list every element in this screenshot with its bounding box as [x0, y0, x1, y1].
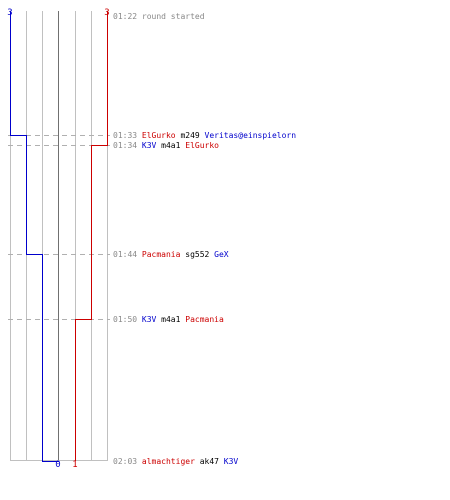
event-row: 01:22 round started [113, 12, 205, 21]
event-text: ElGurko [142, 131, 176, 140]
grid-lines [10, 11, 108, 461]
event-time: 01:22 [113, 12, 142, 21]
event-text: ak47 [195, 457, 224, 466]
event-time: 01:44 [113, 250, 142, 259]
event-log: 01:22 round started 01:33 ElGurko m249 Ve… [113, 12, 296, 466]
red-team-count-line [75, 11, 108, 461]
bottom-left-count-label: 0 [55, 460, 60, 470]
event-text: ElGurko [185, 141, 219, 150]
event-time: 02:03 [113, 457, 142, 466]
event-text: GeX [214, 250, 229, 259]
event-text: m249 [176, 131, 205, 140]
event-row: 02:03 almachtiger ak47 K3V [113, 457, 238, 466]
count-labels: 3 3 0 1 [7, 8, 109, 470]
event-text: Veritas@einspielorn [205, 131, 297, 140]
event-text: Pacmania [185, 315, 224, 324]
event-text: m4a1 [156, 315, 185, 324]
event-text: almachtiger [142, 457, 195, 466]
event-text: Pacmania [142, 250, 181, 259]
blue-team-count-line [10, 11, 59, 462]
event-text: K3V [224, 457, 239, 466]
event-row: 01:44 Pacmania sg552 GeX [113, 250, 229, 259]
event-row: 01:50 K3V m4a1 Pacmania [113, 315, 224, 324]
event-text: K3V [142, 141, 157, 150]
top-right-count-label: 3 [104, 8, 109, 18]
top-left-count-label: 3 [7, 8, 12, 18]
event-row: 01:33 ElGurko m249 Veritas@einspielorn [113, 131, 296, 140]
event-row: 01:34 K3V m4a1 ElGurko [113, 141, 219, 150]
event-text: K3V [142, 315, 157, 324]
player-count-series [10, 11, 108, 462]
event-text: sg552 [180, 250, 214, 259]
bottom-right-count-label: 1 [72, 460, 77, 470]
event-time: 01:34 [113, 141, 142, 150]
event-text: m4a1 [156, 141, 185, 150]
event-time: 01:33 [113, 131, 142, 140]
event-text: round started [142, 12, 205, 21]
event-time: 01:50 [113, 315, 142, 324]
